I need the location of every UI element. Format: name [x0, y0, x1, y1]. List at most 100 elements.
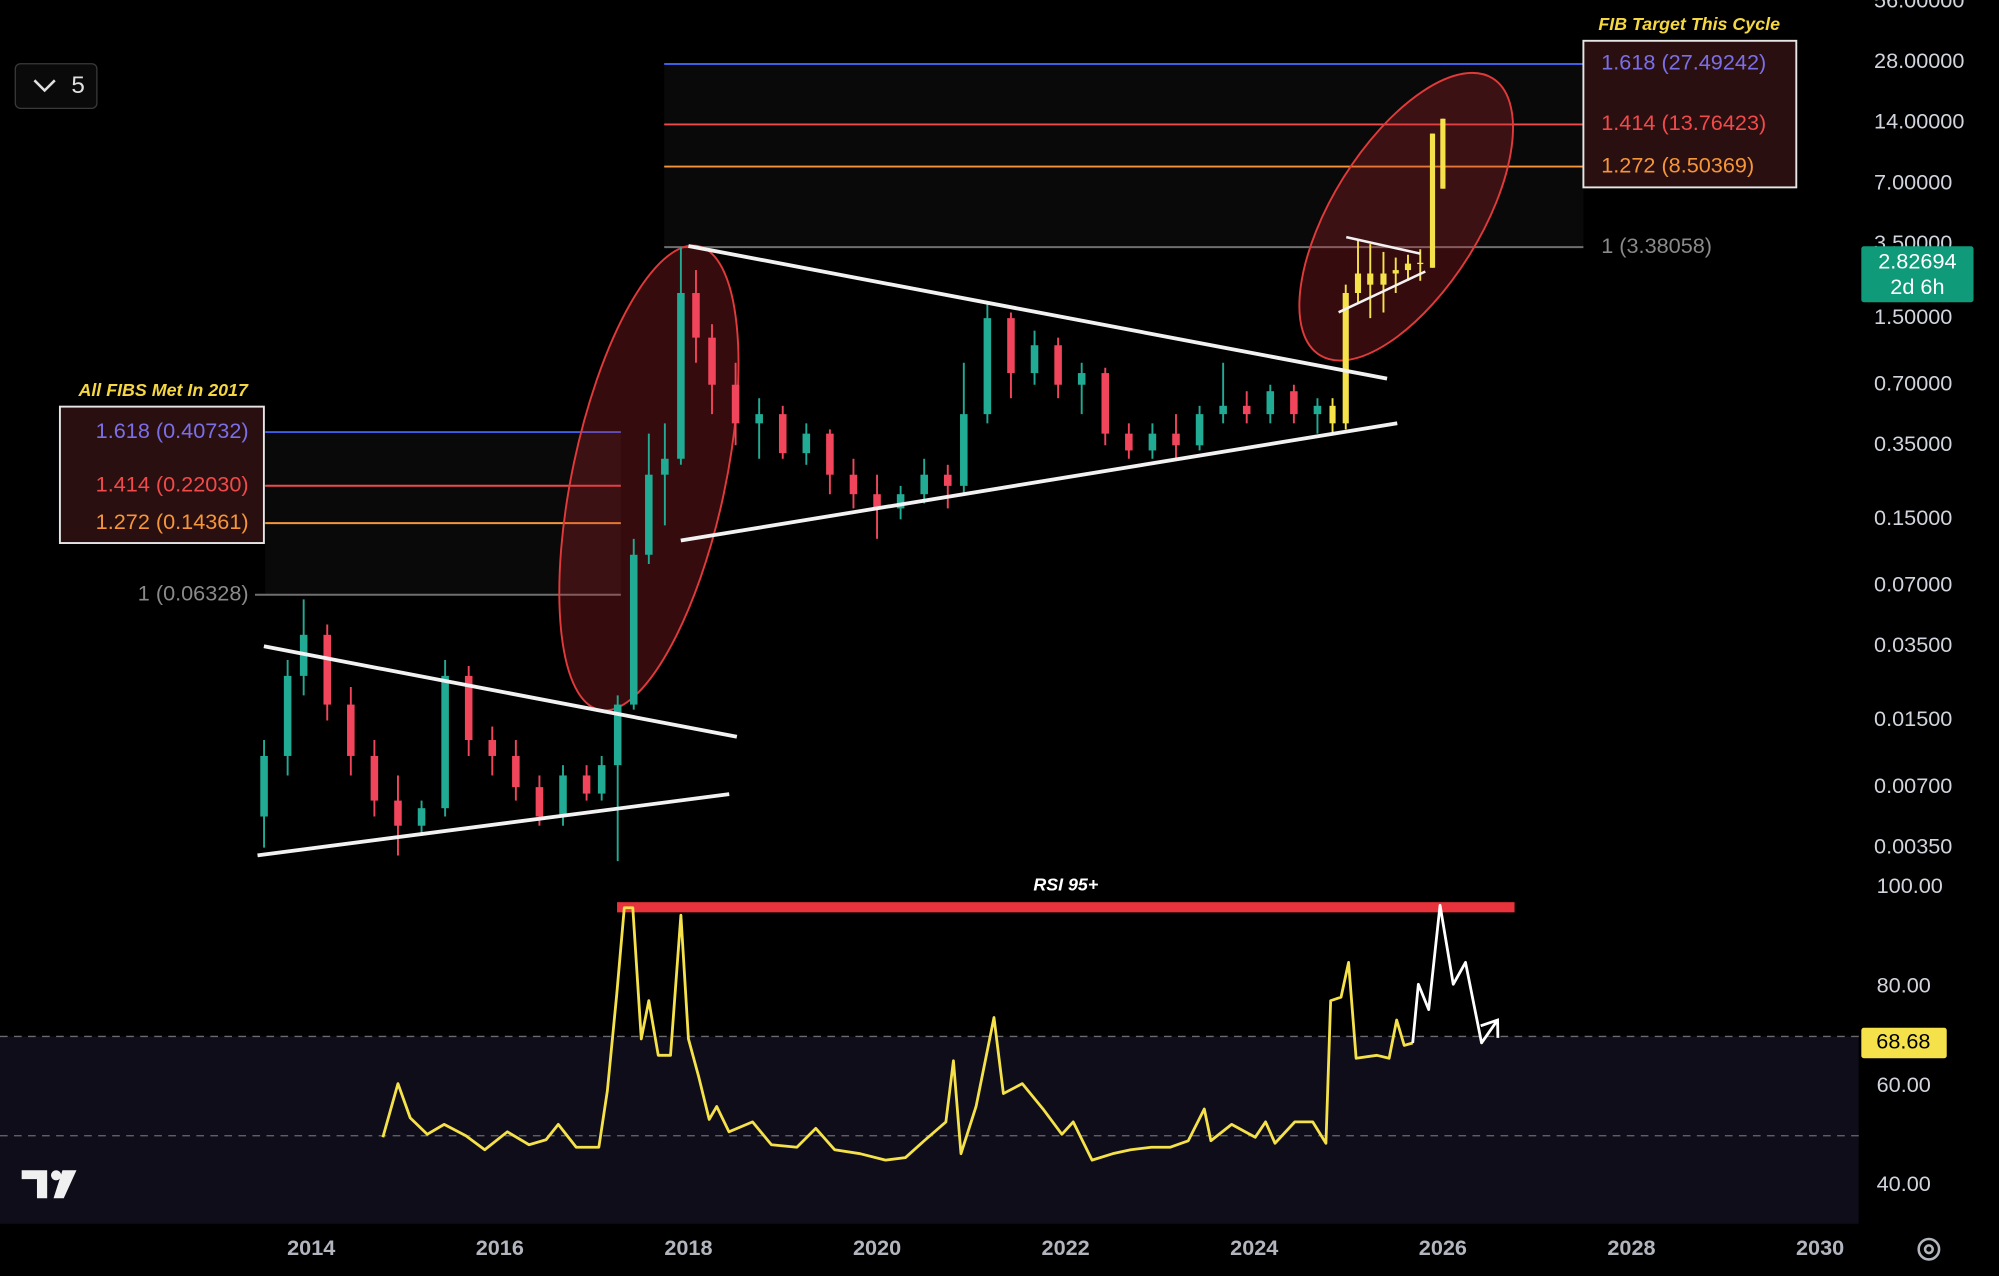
logo-mark: [50, 1170, 62, 1181]
fib-title: All FIBS Met In 2017: [77, 380, 249, 400]
fib-label: 1 (3.38058): [1601, 233, 1712, 258]
trend-line: [257, 792, 730, 858]
candle-body: [1342, 293, 1349, 424]
logo: [21, 1170, 77, 1199]
x-tick-label: 2030: [1796, 1235, 1844, 1260]
chevron-icon: [33, 79, 56, 93]
fib-label: 1.618 (0.40732): [96, 418, 249, 443]
trend-lines: [257, 235, 1426, 858]
interval-label: 5: [71, 72, 84, 99]
y-tick-label: 28.00000: [1874, 48, 1964, 73]
fib-label-box: [1582, 39, 1798, 189]
overlay: 56.0000028.0000014.000007.000003.500001.…: [58, 0, 1974, 1260]
candle-body: [559, 775, 567, 817]
candle-body: [370, 755, 379, 801]
candle-body: [613, 704, 622, 766]
settings-icon[interactable]: [1917, 1237, 1941, 1261]
candle-body: [1172, 433, 1180, 446]
candle-body: [896, 494, 905, 509]
y-tick-label: 60.00: [1877, 1072, 1931, 1097]
candle-body: [488, 740, 497, 756]
fib-label: 1.414 (0.22030): [96, 471, 249, 496]
highlight-ellipse: [1298, 71, 1514, 362]
candle-body: [394, 800, 402, 826]
candle-body: [1313, 405, 1322, 415]
candle-body: [464, 675, 473, 741]
candle-body: [1417, 262, 1424, 265]
y-tick-label: 1.50000: [1874, 304, 1952, 329]
candle-body: [260, 755, 268, 817]
candle-body: [629, 554, 638, 705]
y-tick-label: 0.00700: [1874, 773, 1952, 798]
candle-body: [1266, 391, 1275, 415]
candle-body: [1404, 263, 1412, 271]
y-tick-label: 0.00350: [1874, 833, 1952, 858]
fib-label: 1 (0.06328): [138, 580, 249, 605]
y-tick-label: 0.15000: [1874, 505, 1952, 530]
y-tick-label: 40.00: [1877, 1171, 1931, 1196]
fib-label: 1.272 (8.50369): [1601, 152, 1754, 177]
fib-label-box: [58, 405, 265, 544]
candle-body: [1101, 373, 1110, 434]
y-tick-label: 0.01500: [1874, 706, 1952, 731]
candle-body: [1380, 273, 1387, 285]
candle-body: [1219, 405, 1227, 415]
candle-body: [960, 414, 968, 486]
candle-body: [873, 494, 881, 509]
candle-body: [731, 384, 740, 424]
candle-body: [1440, 118, 1446, 189]
marks: [260, 118, 1515, 1162]
y-tick-label: 0.03500: [1874, 632, 1952, 657]
rsi-marker-bar: [617, 902, 1515, 913]
trend-line: [688, 244, 1388, 381]
y-tick-label: 80.00: [1877, 972, 1931, 997]
dropdown-box[interactable]: [14, 63, 98, 109]
candle-body: [1392, 270, 1399, 274]
candle-body: [1125, 433, 1133, 451]
candle-body: [1077, 373, 1086, 385]
price-tag: [1861, 246, 1974, 303]
settings-icon: [1923, 1244, 1934, 1255]
y-tick-label: 14.00000: [1874, 109, 1964, 134]
rsi-marker-label: RSI 95+: [1033, 875, 1099, 895]
fib-label: 1.414 (13.76423): [1601, 110, 1766, 135]
candle-body: [535, 787, 544, 817]
candle-body: [1367, 273, 1374, 285]
x-tick-label: 2026: [1419, 1235, 1467, 1260]
arrow-head: [1480, 1018, 1500, 1038]
candle-body: [692, 293, 700, 338]
settings-button[interactable]: [1917, 1237, 1941, 1261]
y-tick-label: 0.07000: [1874, 572, 1952, 597]
candle-body: [1329, 405, 1336, 424]
candle-body: [1030, 345, 1039, 374]
logo-mark: [53, 1170, 77, 1199]
y-tick-label: 100.00: [1877, 873, 1943, 898]
trend-line: [263, 644, 738, 739]
rsi-line: [381, 906, 1414, 1162]
fib-title: FIB Target This Cycle: [1598, 14, 1780, 34]
x-tick-label: 2020: [853, 1235, 901, 1260]
candle-body: [802, 433, 811, 454]
y-tick-label: 0.35000: [1874, 431, 1952, 456]
candle-body: [283, 675, 292, 756]
candle-body: [826, 433, 834, 475]
price-tag-countdown: 2d 6h: [1890, 274, 1944, 299]
x-tick-label: 2024: [1230, 1235, 1278, 1260]
candle-body: [1007, 318, 1015, 374]
candle-body: [1242, 405, 1251, 415]
candle-body: [417, 808, 426, 826]
x-tick-label: 2014: [287, 1235, 335, 1260]
candle-body: [849, 474, 858, 495]
candle-body: [708, 337, 716, 385]
x-tick-label: 2028: [1607, 1235, 1655, 1260]
candle-body: [323, 634, 332, 705]
candle-body: [1429, 133, 1436, 268]
candle-body: [582, 775, 591, 794]
candle-body: [920, 474, 928, 495]
candle-body: [441, 675, 449, 809]
value-tag: [1861, 1027, 1947, 1059]
candle-body: [983, 318, 992, 415]
interval-dropdown[interactable]: 5: [14, 63, 98, 109]
y-tick-label: 56.00000: [1874, 0, 1964, 13]
